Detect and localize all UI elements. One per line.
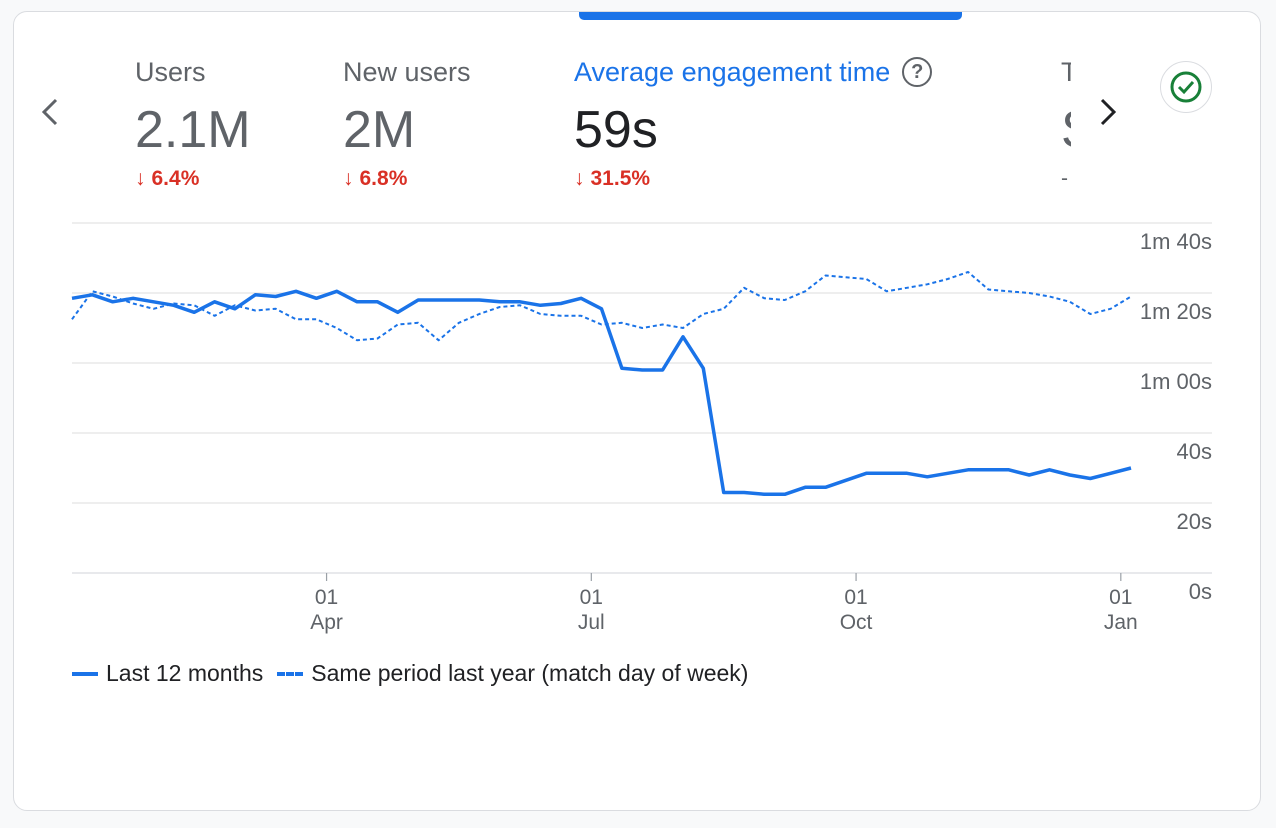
x-tick-day: 01	[1109, 586, 1132, 609]
check-circle-icon	[1170, 71, 1202, 103]
arrow-down-icon: ↓	[135, 167, 146, 190]
data-quality-status-button[interactable]	[1160, 61, 1212, 113]
legend-item-previous[interactable]: Same period last year (match day of week…	[277, 660, 748, 687]
next-metric-button[interactable]	[1094, 92, 1122, 132]
metric-new-users[interactable]: New users 2M ↓ 6.8%	[343, 52, 471, 194]
metric-label: Users	[135, 57, 206, 87]
metric-users[interactable]: Users 2.1M ↓ 6.4%	[135, 52, 251, 194]
legend-dashed-swatch	[277, 671, 304, 676]
y-tick-label: 1m 40s	[1140, 229, 1212, 254]
series-line-previous-year	[71, 271, 1132, 342]
x-tick-month: Jul	[578, 611, 605, 634]
legend-label: Same period last year (match day of week…	[311, 660, 749, 686]
legend-label: Last 12 months	[106, 660, 264, 686]
arrow-down-icon: ↓	[574, 167, 585, 190]
metric-delta: ↓ 6.8%	[343, 164, 471, 194]
metric-label: New users	[343, 57, 471, 87]
legend-solid-swatch	[72, 671, 98, 676]
metric-label: Average engagement time ?	[574, 52, 933, 92]
series-line-last-12-months	[71, 289, 1132, 497]
chart-legend: Last 12 months Same period last year (ma…	[72, 660, 762, 687]
x-tick-month: Jan	[1104, 611, 1138, 634]
x-tick-day: 01	[315, 586, 338, 609]
x-tick-month: Apr	[310, 611, 343, 634]
chevron-left-icon	[41, 98, 58, 126]
legend-item-current[interactable]: Last 12 months	[72, 660, 263, 687]
x-tick-month: Oct	[840, 611, 873, 634]
x-tick-day: 01	[580, 586, 603, 609]
chevron-right-icon	[1100, 98, 1117, 126]
y-tick-label: 0s	[1189, 579, 1212, 604]
metric-average-engagement-time[interactable]: Average engagement time ? 59s ↓ 31.5%	[574, 52, 933, 194]
metric-value: 2M	[343, 101, 416, 159]
y-tick-label: 40s	[1177, 439, 1212, 464]
previous-metric-button[interactable]	[36, 92, 64, 132]
metric-delta: -	[1061, 167, 1068, 190]
metric-value: S	[1061, 100, 1071, 160]
x-tick-day: 01	[844, 586, 867, 609]
metric-value: 59s	[574, 101, 658, 159]
arrow-down-icon: ↓	[343, 167, 354, 190]
metric-label: T	[1061, 52, 1071, 92]
metric-delta: ↓ 31.5%	[574, 164, 932, 194]
y-tick-label: 1m 20s	[1140, 299, 1212, 324]
y-tick-label: 1m 00s	[1140, 369, 1212, 394]
metric-card: Users 2.1M ↓ 6.4% New users 2M ↓ 6.8% Aver…	[13, 11, 1261, 811]
help-icon[interactable]: ?	[902, 57, 933, 87]
metric-delta: ↓ 6.4%	[135, 164, 251, 194]
active-tab-indicator	[579, 12, 962, 20]
y-tick-label: 20s	[1177, 509, 1212, 534]
metric-value: 2.1M	[135, 101, 251, 159]
metric-partial-clipped: T S -	[1061, 52, 1071, 202]
